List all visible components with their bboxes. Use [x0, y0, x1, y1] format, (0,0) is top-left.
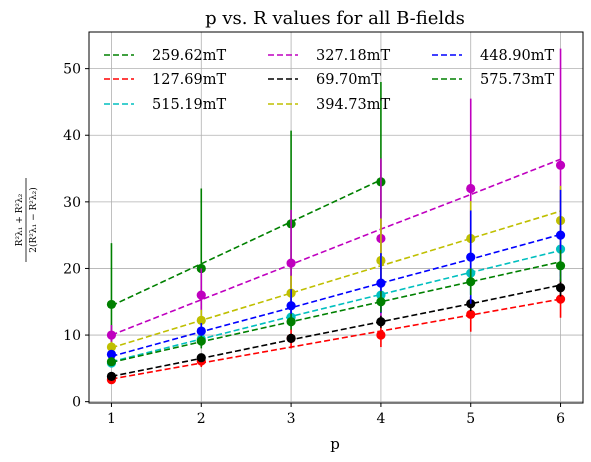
data-point: [376, 278, 386, 288]
y-axis-label: R²λ₁ + R²λ₂ 2(R²λ₁ − R²λ₂): [15, 178, 39, 262]
y-tick-label: 30: [63, 195, 81, 211]
x-tick-label: 2: [197, 411, 206, 427]
legend-label: 327.18mT: [316, 48, 390, 64]
data-point: [466, 252, 476, 262]
data-point: [106, 342, 117, 352]
x-tick-label: 5: [466, 411, 475, 427]
series-448.90mT: [106, 189, 566, 359]
legend-label: 515.19mT: [152, 97, 226, 113]
data-point: [555, 230, 566, 240]
series-127.69mT: [106, 280, 566, 385]
x-tick-label: 1: [107, 411, 116, 427]
legend-label: 575.73mT: [480, 72, 554, 88]
x-axis-label: p: [330, 435, 340, 453]
y-tick-label: 20: [63, 261, 81, 277]
chart-title: p vs. R values for all B-fields: [205, 8, 465, 29]
data-point: [196, 315, 206, 326]
data-point: [286, 258, 296, 268]
fit-line: [111, 261, 561, 364]
y-tick-label: 10: [63, 328, 81, 344]
fit-line: [111, 298, 561, 380]
data-point: [196, 336, 206, 346]
data-point: [106, 330, 117, 340]
fit-line: [111, 233, 561, 358]
data-point: [555, 283, 566, 293]
series-394.73mT: [106, 185, 566, 353]
x-tick-label: 3: [287, 411, 296, 427]
series-575.73mT: [106, 249, 566, 367]
data-point: [555, 160, 566, 170]
series-515.19mT: [106, 221, 566, 368]
plot-area: [106, 48, 566, 385]
plot-frame: [88, 31, 584, 404]
legend-label: 394.73mT: [316, 97, 390, 113]
legend-label: 69.70mT: [316, 72, 381, 88]
data-point: [286, 317, 296, 327]
data-point: [286, 301, 296, 311]
data-point: [466, 309, 476, 320]
data-point: [555, 261, 566, 271]
legend-label: 259.62mT: [152, 48, 226, 64]
y-tick-label: 50: [63, 62, 81, 78]
data-point: [106, 349, 117, 359]
data-point: [106, 371, 117, 381]
data-point: [196, 290, 206, 300]
data-point: [196, 326, 206, 336]
data-point: [466, 277, 476, 287]
data-point: [286, 333, 296, 343]
y-tick-label: 40: [63, 128, 81, 144]
fit-line: [111, 249, 561, 363]
fit-line: [111, 158, 561, 336]
data-point: [106, 357, 117, 367]
data-point: [376, 330, 386, 340]
y-axis-label-numerator: R²λ₁ + R²λ₂: [15, 193, 25, 246]
data-point: [376, 317, 386, 327]
legend-label: 448.90mT: [480, 48, 554, 64]
x-tick-label: 6: [556, 411, 565, 427]
series-259.62mT: [106, 81, 386, 366]
fit-line: [111, 179, 382, 307]
legend: 259.62mT 127.69mT 515.19mT 327.18mT 69.70mT 3…: [104, 48, 554, 113]
y-axis-label-denominator: 2(R²λ₁ − R²λ₂): [28, 187, 39, 252]
data-point: [106, 299, 117, 310]
fit-line: [111, 210, 561, 349]
axis-ticks: 1 2 3 4 5 6 0 10 20 30 40 50: [63, 62, 565, 427]
data-point: [376, 297, 386, 307]
series-69.70mT: [106, 279, 566, 381]
fit-line: [111, 284, 561, 378]
x-tick-label: 4: [376, 411, 385, 427]
y-tick-label: 0: [72, 395, 81, 411]
data-point: [555, 294, 566, 304]
legend-label: 127.69mT: [152, 72, 226, 88]
data-point: [196, 353, 206, 363]
series-327.18mT: [106, 48, 566, 346]
data-point: [466, 183, 476, 194]
